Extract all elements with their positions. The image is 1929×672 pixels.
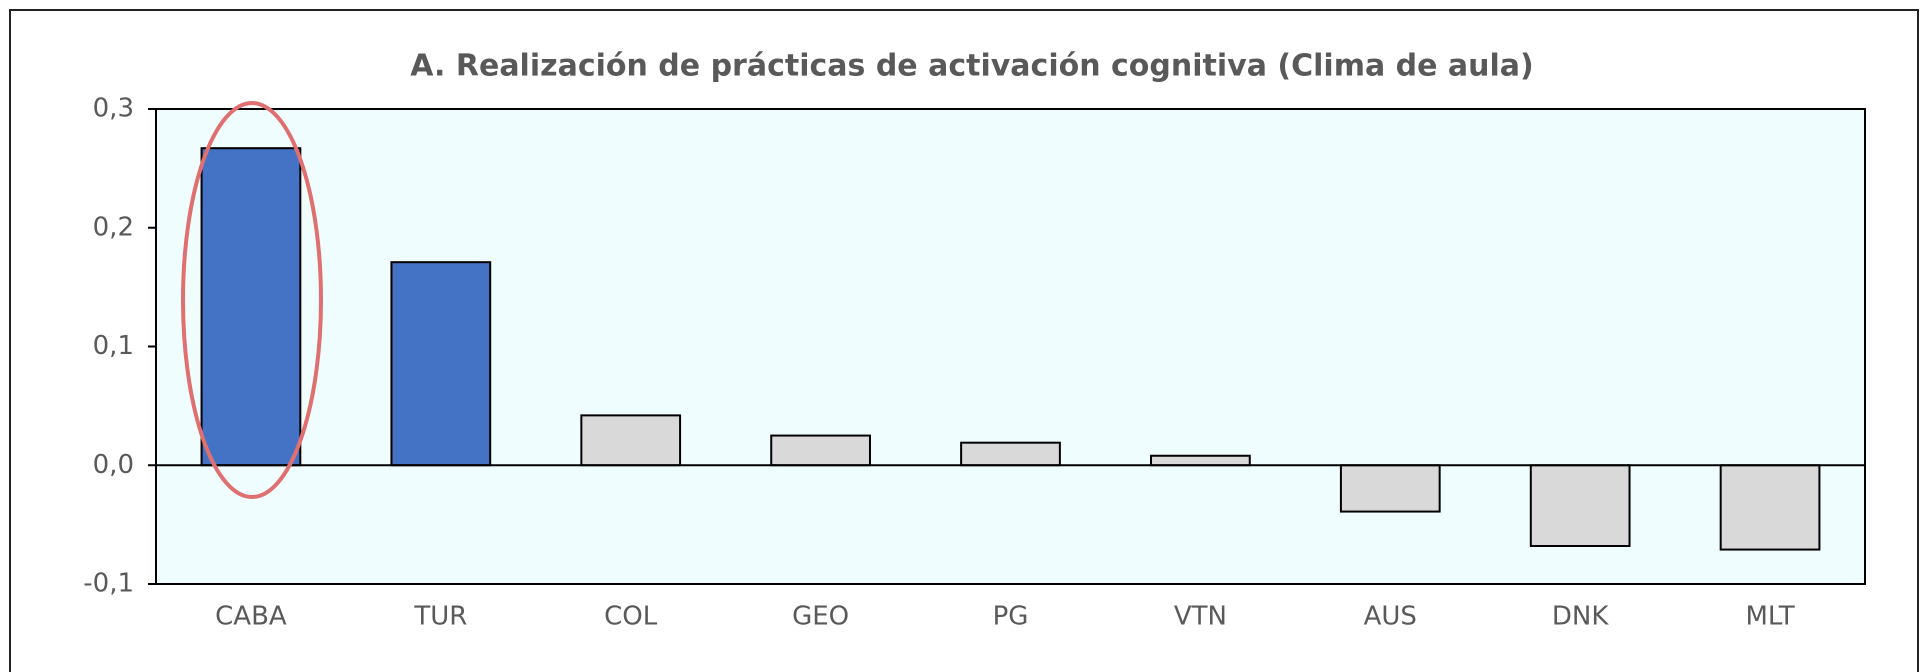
x-tick-label: AUS	[1364, 602, 1417, 632]
x-tick-label: PG	[993, 602, 1029, 632]
bar	[1719, 464, 1821, 551]
x-tick-label: VTN	[1174, 602, 1227, 632]
bar	[770, 434, 871, 467]
x-tick-label: CABA	[215, 602, 287, 632]
y-tick-label: 0,0	[93, 450, 134, 480]
x-tick-label: MLT	[1745, 602, 1794, 632]
y-tick-label: 0,3	[93, 94, 134, 124]
highlight-ellipse	[181, 101, 323, 499]
bar	[960, 441, 1061, 467]
marks: -0,1 0,0 0,1 0,2 0,3 CABA TUR COL GEO PG VTN AUS DNK…	[83, 94, 1865, 632]
bar	[1529, 464, 1631, 547]
chart-title: A. Realización de prácticas de activació…	[410, 49, 1534, 84]
bar	[1150, 454, 1251, 467]
bar	[1339, 464, 1441, 513]
x-tick-label: COL	[604, 602, 658, 632]
bar	[580, 414, 682, 467]
x-tick-label: TUR	[413, 602, 467, 632]
y-tick-label: 0,2	[93, 212, 134, 242]
x-tick-label: GEO	[792, 602, 849, 632]
y-tick-label: 0,1	[93, 331, 134, 361]
y-tick-label: -0,1	[83, 569, 134, 599]
bar	[200, 147, 302, 467]
bar	[390, 261, 492, 467]
x-tick-label: DNK	[1552, 602, 1609, 632]
